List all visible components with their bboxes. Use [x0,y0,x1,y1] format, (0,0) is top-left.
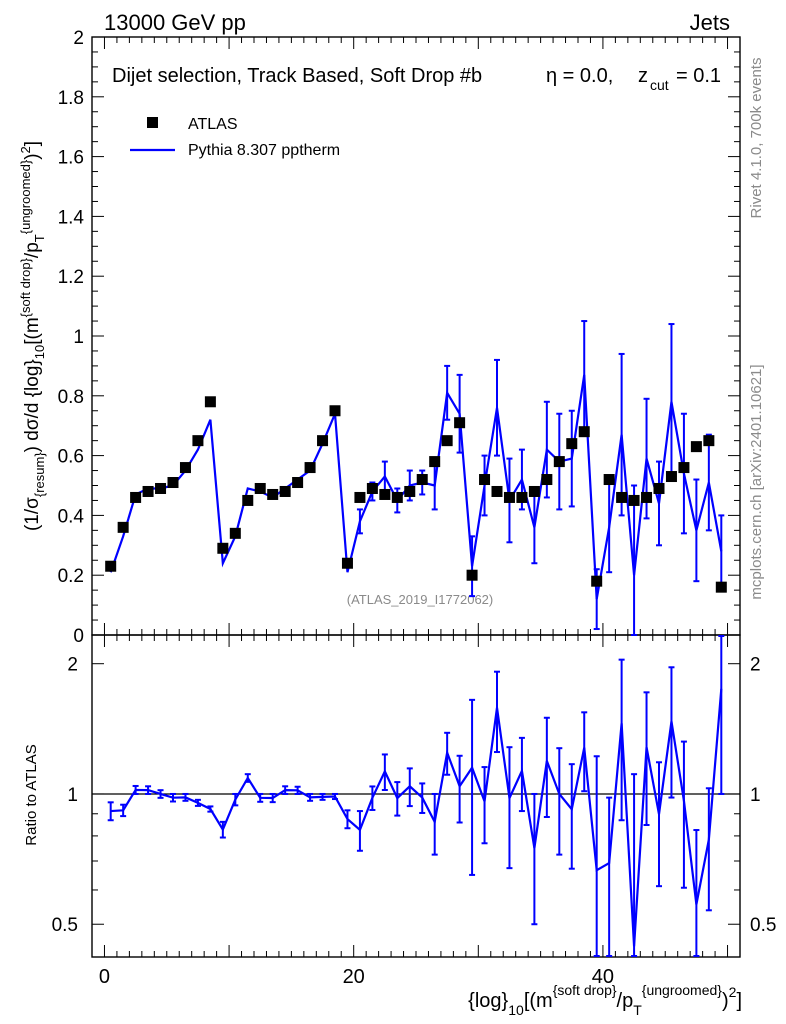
atlas-point [528,485,540,497]
y-tick-label-main: 0.2 [58,566,84,587]
y-tick-label-main: 2 [73,28,84,49]
y-axis-label-ratio: Ratio to ATLAS [23,744,40,845]
atlas-point [690,441,702,453]
atlas-point [317,435,329,447]
atlas-point [229,527,241,539]
chart-title: Dijet selection, Track Based, Soft Drop … [112,65,482,87]
y-tick-label-main: 0.8 [58,387,84,408]
y-axis-label-main: (1/σ{resum}) dσ/d {log}10[(m{soft drop}/… [18,141,47,531]
atlas-point [553,456,565,468]
atlas-point [329,405,341,417]
atlas-point [441,435,453,447]
legend-atlas-marker [147,117,158,128]
y-tick-label-main: 1.6 [58,148,84,169]
title-z: z [638,65,648,87]
atlas-point [379,488,391,500]
atlas-point [653,482,665,494]
ratio-y-tick-label: 0.5 [52,915,78,936]
atlas-point [641,491,653,503]
atlas-point [591,575,603,587]
title-z-val: = 0.1 [676,65,721,87]
atlas-point [503,491,515,503]
atlas-point [429,456,441,468]
legend-pythia-label: Pythia 8.307 pptherm [188,142,340,159]
x-tick-label: 20 [343,966,365,988]
atlas-point [628,494,640,506]
atlas-point [105,560,117,572]
atlas-point [292,477,304,489]
atlas-point [479,474,491,486]
atlas-point [678,462,690,474]
atlas-point [665,471,677,483]
ratio-line [110,688,723,947]
ratio-y-tick-label: 1 [750,785,761,806]
rivet-version: Rivet 4.1.0, 700k events [748,58,765,219]
pythia-line [109,374,723,600]
atlas-point [616,491,628,503]
process-label: Jets [690,10,730,35]
ratio-y-tick-label: 1 [67,785,78,806]
atlas-point [179,462,191,474]
ratio-y-tick-label: 2 [750,655,761,676]
atlas-point [366,482,378,494]
y-tick-label-main: 1.8 [58,88,84,109]
atlas-point [578,426,590,438]
atlas-point [491,485,503,497]
atlas-point [167,477,179,489]
analysis-id: (ATLAS_2019_I1772062) [347,592,493,607]
atlas-point [217,542,229,554]
atlas-point [341,557,353,569]
atlas-point [254,482,266,494]
atlas-point [354,491,366,503]
title-eta: η = 0.0, [546,65,613,87]
atlas-point [155,482,167,494]
atlas-point [279,485,291,497]
atlas-point [454,417,466,429]
atlas-point [192,435,204,447]
y-tick-label-main: 0 [73,626,84,647]
collision-label: 13000 GeV pp [104,10,246,35]
atlas-point [404,485,416,497]
x-axis-label: {log}10[(m{soft drop}/pT{ungroomed})2] [468,982,742,1018]
atlas-point [117,521,129,533]
atlas-point [416,474,428,486]
atlas-point [603,474,615,486]
atlas-point [242,494,254,506]
y-tick-label-main: 1 [73,327,84,348]
title-z-sub: cut [650,77,669,93]
atlas-point [304,462,316,474]
atlas-point [715,581,727,593]
x-tick-label: 40 [592,966,614,988]
atlas-point [142,485,154,497]
y-tick-label-main: 0.4 [58,506,85,527]
legend-atlas-label: ATLAS [188,116,238,133]
atlas-point [466,569,478,581]
atlas-point [267,488,279,500]
atlas-point [516,491,528,503]
atlas-point [703,435,715,447]
y-tick-label-main: 0.6 [58,447,84,468]
ratio-y-tick-label: 0.5 [750,915,776,936]
ratio-y-tick-label: 2 [67,655,78,676]
atlas-point [130,491,142,503]
atlas-point [541,474,553,486]
atlas-point [566,438,578,450]
website-label: mcplots.cern.ch [arXiv:2401.10621] [748,364,765,599]
y-tick-label-main: 1.2 [58,267,84,288]
atlas-point [204,396,216,408]
y-tick-label-main: 1.4 [58,207,85,228]
atlas-point [391,491,403,503]
x-tick-label: 0 [99,966,110,988]
